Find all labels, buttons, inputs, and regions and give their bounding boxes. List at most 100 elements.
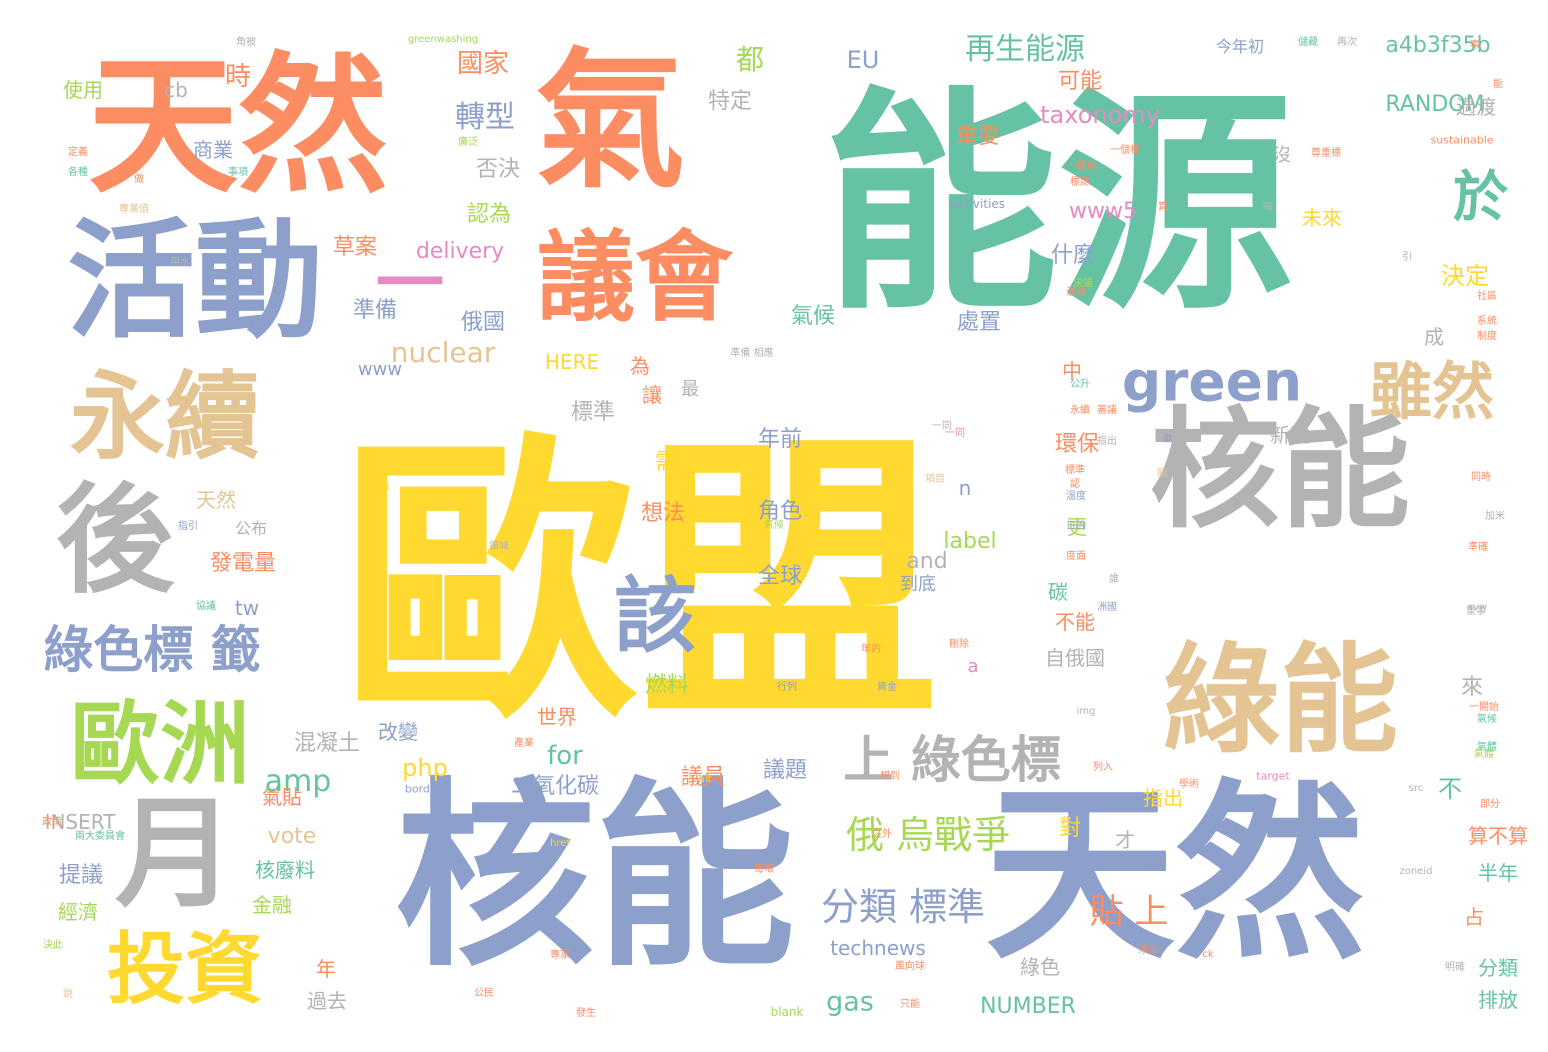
cloud-word: 國家 bbox=[456, 49, 510, 79]
cloud-word: 到底 bbox=[900, 574, 936, 595]
cloud-word: cb bbox=[164, 78, 188, 102]
cloud-word: 刪除 bbox=[949, 639, 969, 650]
cloud-word: 貼 上 bbox=[1089, 892, 1169, 932]
cloud-word: 一開始 bbox=[1067, 161, 1097, 172]
cloud-word: 之外 bbox=[872, 829, 892, 840]
cloud-word: href bbox=[550, 838, 570, 849]
cloud-word: and bbox=[906, 549, 948, 574]
cloud-word: 指出 bbox=[1097, 436, 1117, 447]
cloud-word: 都 bbox=[735, 43, 765, 76]
cloud-word: 混凝土 bbox=[293, 731, 361, 756]
cloud-word: 氣貼 bbox=[262, 785, 302, 809]
cloud-word: 度面 bbox=[1066, 551, 1086, 562]
cloud-word: n bbox=[958, 476, 972, 500]
cloud-word: 噸 bbox=[1263, 202, 1273, 213]
cloud-word: 自俄國 bbox=[1045, 646, 1105, 670]
cloud-word: 再生能源 bbox=[965, 32, 1085, 67]
cloud-word: 氣候 bbox=[790, 304, 836, 329]
cloud-word: 更 bbox=[1067, 515, 1087, 539]
cloud-word: 成 bbox=[1424, 325, 1444, 349]
cloud-word: a bbox=[967, 656, 979, 677]
cloud-word: 廣泛 bbox=[458, 137, 478, 148]
cloud-word: 準備 bbox=[352, 298, 398, 323]
cloud-word: 氣體 bbox=[1477, 742, 1497, 753]
cloud-word: 議題 bbox=[762, 758, 808, 783]
cloud-word: 為 bbox=[630, 354, 650, 378]
cloud-word: 專家 bbox=[550, 950, 570, 961]
cloud-word: 儲藏 bbox=[1298, 37, 1318, 48]
cloud-word: 一個標 bbox=[1110, 145, 1140, 156]
cloud-word: 俄國 bbox=[460, 310, 506, 335]
cloud-word: INSERT bbox=[44, 810, 116, 834]
cloud-word: 沒 bbox=[1273, 145, 1291, 166]
cloud-word: 出具 bbox=[370, 481, 390, 492]
cloud-word: 角色 bbox=[757, 499, 803, 524]
cloud-word: 協議 bbox=[196, 601, 216, 612]
cloud-word: 社區 bbox=[1477, 291, 1497, 302]
cloud-word: 於 bbox=[1443, 167, 1508, 223]
cloud-word: 一開始 bbox=[1469, 702, 1499, 713]
cloud-word: 處置 bbox=[956, 310, 1002, 335]
cloud-word: 氣 bbox=[534, 35, 686, 209]
cloud-word: taxonomy bbox=[1040, 101, 1160, 129]
cloud-word: 公布 bbox=[234, 519, 268, 538]
cloud-word: 發生 bbox=[576, 1008, 596, 1019]
cloud-word: 燃料 bbox=[644, 673, 690, 698]
cloud-word: avw bbox=[1466, 602, 1488, 613]
cloud-word: 天然 bbox=[196, 488, 236, 512]
cloud-word: 碳 bbox=[1048, 580, 1068, 604]
cloud-word: 分類 標準 bbox=[820, 885, 986, 929]
cloud-word: delivery bbox=[415, 239, 505, 264]
cloud-word: 想法 bbox=[640, 501, 686, 526]
cloud-word: 定義 bbox=[68, 147, 88, 158]
cloud-word: 日的 bbox=[1066, 521, 1086, 532]
cloud-word: 需要 bbox=[654, 450, 700, 475]
cloud-word: for bbox=[547, 741, 583, 771]
cloud-word: 過渡 bbox=[1456, 95, 1496, 119]
cloud-word: target bbox=[1256, 769, 1290, 783]
cloud-word: sustainable bbox=[1430, 133, 1494, 147]
cloud-word: img bbox=[1076, 706, 1096, 717]
cloud-word: nuclear bbox=[390, 336, 496, 369]
cloud-word: 風向球 bbox=[895, 961, 925, 972]
cloud-word: 領域 bbox=[489, 541, 509, 552]
cloud-word: 標準 bbox=[1065, 465, 1085, 476]
cloud-word: 提議 bbox=[58, 863, 104, 888]
cloud-word: 時 bbox=[224, 62, 252, 92]
cloud-word: 算不算 bbox=[1468, 824, 1528, 848]
cloud-word: 引 bbox=[1402, 252, 1412, 263]
cloud-word: 年的 bbox=[861, 644, 881, 655]
cloud-word: 歐 bbox=[1163, 434, 1173, 445]
cloud-word: 俄 烏戰爭 bbox=[845, 813, 1011, 857]
cloud-word: 分類 bbox=[1478, 956, 1518, 980]
cloud-word: 才 bbox=[1115, 828, 1135, 852]
cloud-word: 溫度 bbox=[1066, 491, 1086, 502]
cloud-word: 只能 bbox=[900, 999, 920, 1010]
cloud-word: 想到 bbox=[880, 771, 900, 782]
cloud-word: 決定 bbox=[1441, 262, 1489, 290]
cloud-word: 投資 bbox=[106, 925, 264, 1015]
cloud-word: 審議 bbox=[1097, 405, 1117, 416]
cloud-word: border bbox=[404, 782, 442, 796]
cloud-word: 資金 bbox=[877, 682, 897, 693]
cloud-word: 讓 bbox=[642, 383, 662, 407]
cloud-word: 標準 bbox=[570, 400, 616, 425]
cloud-word: 專業值 bbox=[119, 204, 149, 215]
cloud-word: 該 bbox=[613, 569, 697, 664]
cloud-word: 能源 bbox=[823, 68, 1293, 342]
cloud-word: 列入 bbox=[1093, 762, 1113, 773]
cloud-word: 對 bbox=[1058, 816, 1082, 841]
cloud-word: tw bbox=[234, 596, 260, 620]
cloud-word: src bbox=[1408, 783, 1424, 794]
cloud-word: 一 bbox=[375, 245, 445, 324]
cloud-word: 決此 bbox=[43, 940, 63, 951]
cloud-word: 誰 bbox=[1109, 574, 1119, 585]
cloud-word: 角被 bbox=[236, 37, 256, 48]
cloud-word: 歐盟 bbox=[340, 410, 940, 759]
cloud-word: 學術 bbox=[1179, 779, 1199, 790]
cloud-word: 用水 bbox=[170, 257, 190, 268]
cloud-word: 雖然 bbox=[1369, 355, 1495, 428]
cloud-word: 轉型 bbox=[455, 100, 515, 135]
cloud-word: 洲國 bbox=[1097, 602, 1117, 613]
